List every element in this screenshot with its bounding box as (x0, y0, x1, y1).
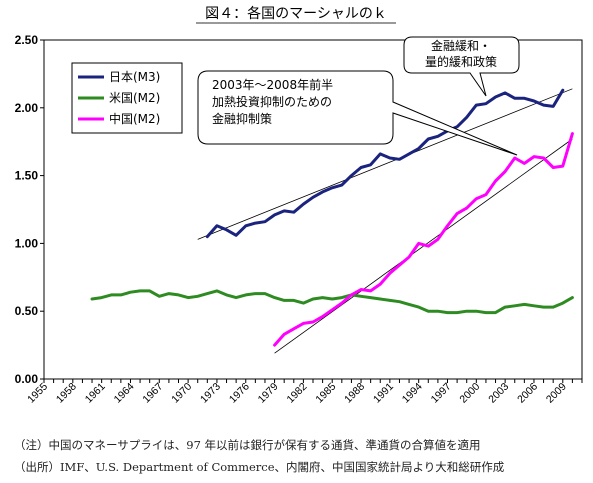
y-tick-label: 1.50 (15, 169, 39, 183)
legend-label: 米国(M2) (109, 91, 160, 105)
x-tick-label: 1961 (83, 381, 108, 406)
x-tick-label: 2009 (544, 381, 569, 406)
callout-policy-text: 量的緩和政策 (425, 54, 497, 69)
x-tick-label: 1973 (198, 381, 223, 406)
legend-label: 日本(M3) (109, 70, 160, 84)
y-tick-label: 2.00 (15, 101, 39, 115)
callout-restraint-text: 加熱投資抑制のための (212, 94, 332, 109)
footnote: （注）中国のマネーサプライは、97 年以前は銀行が保有する通貨、準通貨の合算値を… (14, 438, 481, 452)
x-tick-label: 1964 (112, 381, 137, 406)
series-line-us (90, 289, 574, 315)
x-tick-label: 1967 (140, 381, 165, 406)
x-tick-label: 2006 (515, 381, 540, 406)
x-tick-label: 1982 (285, 381, 310, 406)
x-tick-label: 1997 (429, 381, 454, 406)
callout-restraint (197, 70, 518, 156)
callout-policy (403, 36, 520, 97)
series-line-china (273, 132, 574, 347)
x-tick-label: 1979 (256, 381, 281, 406)
chart-title: 図４：各国のマーシャルのｋ (205, 6, 387, 22)
x-tick-label: 1988 (342, 381, 367, 406)
x-tick-label: 1970 (169, 381, 194, 406)
x-tick-label: 2003 (486, 381, 511, 406)
callout-policy-text: 金融緩和・ (431, 38, 491, 53)
x-tick-label: 2000 (457, 381, 482, 406)
trend-line (197, 88, 573, 240)
source-note: （出所）IMF、U.S. Department of Commerce、内閣府、… (14, 460, 505, 474)
y-tick-label: 1.00 (15, 236, 39, 250)
y-tick-label: 0.00 (15, 372, 39, 386)
legend-label: 中国(M2) (109, 111, 160, 126)
x-tick-label: 1994 (400, 381, 425, 406)
callout-restraint-text: 金融抑制策 (212, 111, 272, 126)
y-tick-label: 2.50 (15, 33, 39, 47)
x-tick-label: 1985 (313, 381, 338, 406)
x-tick-label: 1991 (371, 381, 396, 406)
x-tick-label: 1976 (227, 381, 252, 406)
x-tick-label: 1958 (54, 381, 79, 406)
y-tick-label: 0.50 (15, 304, 39, 318)
series-line-japan (205, 88, 565, 239)
callout-restraint-text: 2003年～2008年前半 (212, 77, 333, 92)
